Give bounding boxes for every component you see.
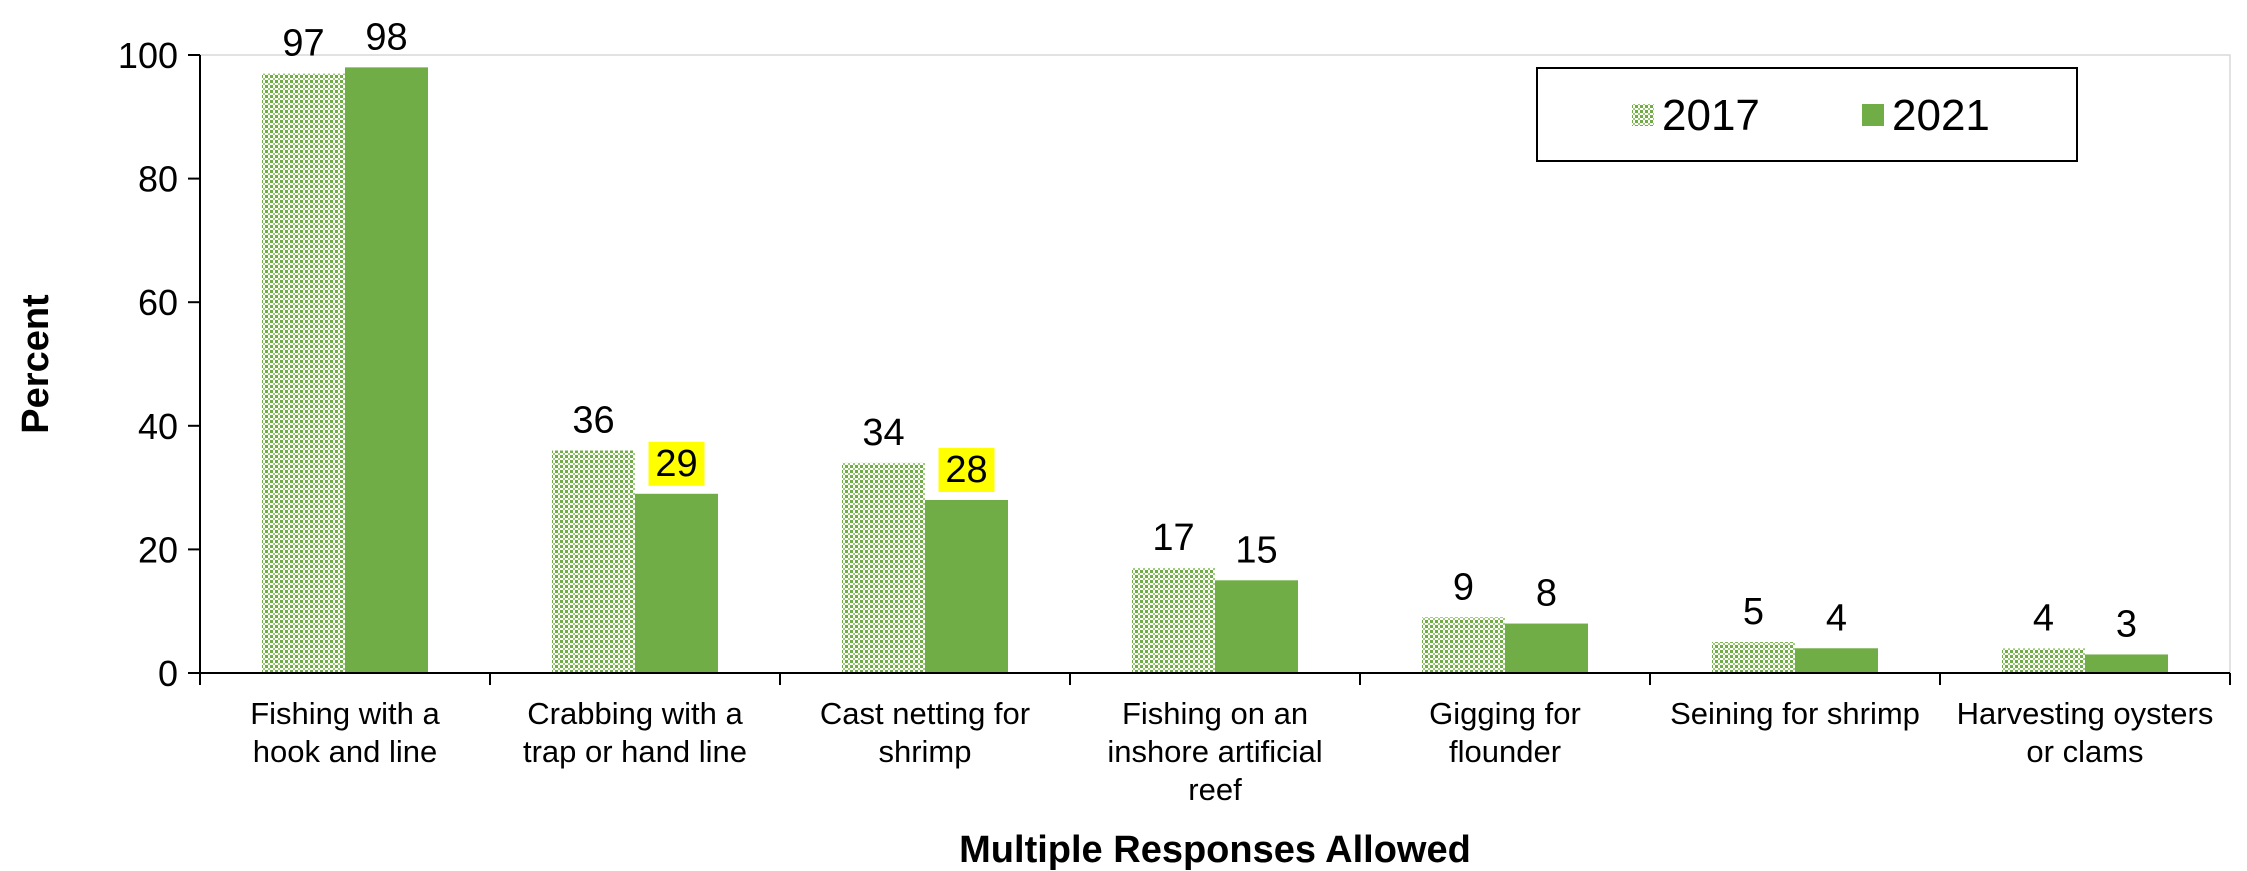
bar-2021-3	[1215, 580, 1298, 673]
bar-2021-0	[345, 67, 428, 674]
data-label-2017-0: 97	[282, 23, 324, 65]
x-category-label: Crabbing with a trap or hand line	[523, 696, 747, 769]
bar-2021-2	[925, 499, 1008, 673]
x-axis-title: Multiple Responses Allowed	[959, 829, 1471, 871]
legend-swatch-2017	[1632, 104, 1654, 126]
x-category-label: Fishing on an inshore artificial reef	[1107, 696, 1322, 807]
bar-2017-2	[842, 462, 925, 673]
data-label-2021-5: 4	[1826, 597, 1847, 639]
legend-box	[1536, 67, 2078, 162]
data-label-2017-4: 9	[1453, 566, 1474, 608]
x-category-label: Cast netting for shrimp	[820, 696, 1030, 769]
bar-2017-6	[2002, 648, 2085, 673]
data-label-2017-6: 4	[2033, 597, 2054, 639]
data-label-2021-3: 15	[1235, 529, 1277, 571]
bar-2017-5	[1712, 642, 1795, 673]
x-category-label: Fishing with a hook and line	[250, 696, 440, 769]
bar-2021-4	[1505, 623, 1588, 673]
y-tick-label: 0	[158, 653, 178, 694]
data-label-2021-6: 3	[2116, 603, 2137, 645]
legend-swatch-2021	[1862, 104, 1884, 126]
data-label-2021-2: 28	[945, 449, 987, 491]
data-label-highlight	[938, 447, 995, 492]
data-label-highlight	[648, 441, 705, 486]
data-label-2017-3: 17	[1152, 517, 1194, 559]
data-label-2017-5: 5	[1743, 591, 1764, 633]
y-tick-label: 80	[138, 159, 178, 200]
bar-2017-4	[1422, 617, 1505, 673]
bar-2017-1	[552, 450, 635, 673]
data-label-2021-0: 98	[365, 16, 407, 58]
bar-2021-6	[2085, 654, 2168, 673]
bar-2017-0	[262, 73, 345, 674]
y-tick-label: 100	[118, 35, 178, 76]
x-category-label: Gigging for flounder	[1429, 696, 1581, 769]
data-label-2021-1: 29	[655, 443, 697, 485]
bar-2017-3	[1132, 567, 1215, 673]
x-category-label: Harvesting oysters or clams	[1957, 696, 2214, 769]
legend-label-2021: 2021	[1892, 91, 1990, 140]
data-label-2021-4: 8	[1536, 573, 1557, 615]
bar-2021-1	[635, 493, 718, 673]
bar-2021-5	[1795, 648, 1878, 673]
data-label-2017-2: 34	[862, 412, 904, 454]
y-tick-label: 40	[138, 406, 178, 447]
x-category-label: Seining for shrimp	[1670, 696, 1920, 731]
y-axis-title: Percent	[15, 294, 57, 434]
legend-label-2017: 2017	[1662, 91, 1760, 140]
y-tick-label: 20	[138, 529, 178, 570]
y-tick-label: 60	[138, 282, 178, 323]
data-label-2017-1: 36	[572, 400, 614, 442]
